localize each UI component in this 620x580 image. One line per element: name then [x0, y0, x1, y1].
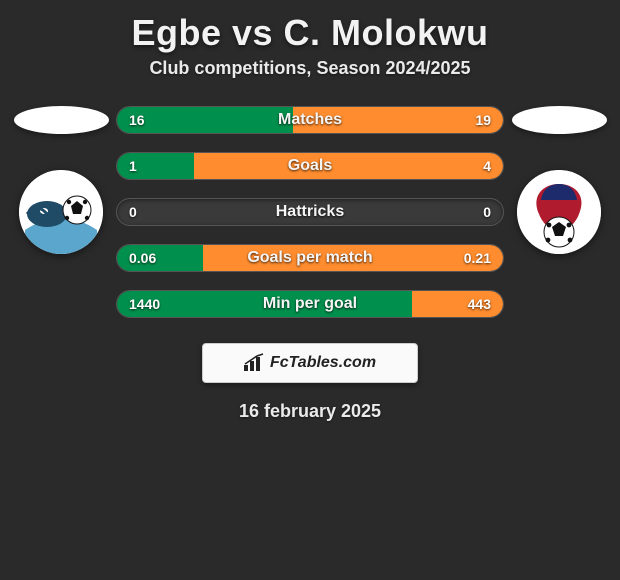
club-badge-left	[19, 170, 103, 254]
page-title: Egbe vs C. Molokwu	[0, 0, 620, 58]
date-label: 16 february 2025	[0, 383, 620, 422]
stat-bar: Hattricks0 0	[116, 198, 504, 226]
stat-value-right: 0	[483, 199, 491, 225]
stat-row: Min per goal1440443	[0, 281, 620, 327]
stat-row: Matches1619	[0, 97, 620, 143]
stat-bar: Goals per match0.060.21	[116, 244, 504, 272]
stat-bar: Matches1619	[116, 106, 504, 134]
stat-bar-right-fill	[203, 245, 503, 271]
stat-bar: Goals14	[116, 152, 504, 180]
stat-bar-left-fill	[117, 107, 293, 133]
stat-value-left: 0	[129, 199, 137, 225]
stat-bar-right-fill	[194, 153, 503, 179]
club-badge-right	[517, 170, 601, 254]
right-side-cell	[504, 170, 614, 254]
subtitle: Club competitions, Season 2024/2025	[0, 58, 620, 97]
stat-label: Hattricks	[117, 199, 503, 225]
stat-bar-left-fill	[117, 153, 194, 179]
stat-bar: Min per goal1440443	[116, 290, 504, 318]
attribution-text: FcTables.com	[270, 354, 376, 372]
stat-bar-right-fill	[412, 291, 503, 317]
player-nationality-right	[512, 106, 607, 134]
left-side-cell	[6, 170, 116, 254]
right-side-cell	[504, 106, 614, 134]
attribution-badge[interactable]: FcTables.com	[202, 343, 418, 383]
player-nationality-left	[14, 106, 109, 134]
stat-bar-left-fill	[117, 245, 203, 271]
chart-icon	[244, 353, 266, 373]
stat-row: Hattricks0 0	[0, 189, 620, 235]
stat-bar-left-fill	[117, 291, 412, 317]
left-side-cell	[6, 106, 116, 134]
stat-bar-right-fill	[293, 107, 503, 133]
